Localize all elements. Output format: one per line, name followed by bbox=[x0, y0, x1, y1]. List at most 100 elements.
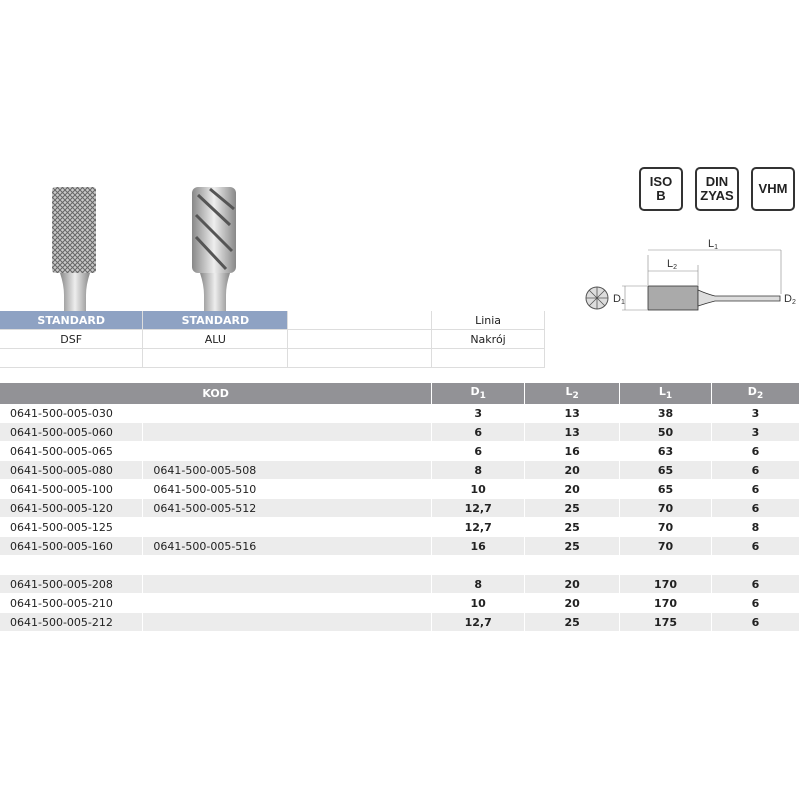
code-alu-cell bbox=[142, 593, 433, 613]
l1-cell: 63 bbox=[619, 441, 712, 461]
badge-text: VHM bbox=[758, 181, 788, 196]
header-d2: D2 bbox=[711, 383, 800, 404]
d2-cell: 6 bbox=[711, 479, 800, 499]
code-alu-cell bbox=[142, 517, 433, 537]
l1-cell: 38 bbox=[619, 404, 712, 423]
d2-cell: 6 bbox=[711, 612, 800, 632]
code-alu-cell bbox=[142, 404, 433, 423]
table-row: 0641-500-005-212 12,7 25 175 6 bbox=[0, 612, 800, 632]
empty-cell bbox=[287, 329, 433, 349]
l2-cell: 20 bbox=[524, 460, 621, 480]
l2-cell: 16 bbox=[524, 441, 621, 461]
code-dsf-cell: 0641-500-005-125 bbox=[0, 517, 144, 537]
l2-cell: 13 bbox=[524, 422, 621, 442]
table-row: 0641-500-005-120 0641-500-005-512 12,7 25 70… bbox=[0, 498, 800, 518]
header-l2: L2 bbox=[524, 383, 621, 404]
standard-label: STANDARD bbox=[142, 311, 289, 330]
l1-cell bbox=[619, 555, 712, 575]
l2-cell: 25 bbox=[524, 536, 621, 556]
empty-cell bbox=[287, 311, 433, 330]
d1-cell: 12,7 bbox=[431, 517, 526, 537]
d1-cell: 8 bbox=[431, 460, 526, 480]
code-alu-cell bbox=[142, 612, 433, 632]
code-dsf-cell: 0641-500-005-065 bbox=[0, 441, 144, 461]
l1-cell: 70 bbox=[619, 536, 712, 556]
vhm-badge: VHM bbox=[751, 167, 795, 211]
l2-cell bbox=[524, 555, 621, 575]
badge-text: ZYAS bbox=[700, 188, 734, 203]
l1-cell: 65 bbox=[619, 460, 712, 480]
table-row: 0641-500-005-065 6 16 63 6 bbox=[0, 441, 800, 461]
code-dsf-cell: 0641-500-005-100 bbox=[0, 479, 144, 499]
dimension-diagram: D1 L1 L2 D2 bbox=[585, 238, 796, 311]
table-row bbox=[0, 555, 800, 575]
l1-cell: 175 bbox=[619, 612, 712, 632]
header-kod: KOD bbox=[0, 383, 433, 404]
badge-text: ISO bbox=[649, 174, 673, 189]
d2-cell: 6 bbox=[711, 498, 800, 518]
d1-cell: 10 bbox=[431, 479, 526, 499]
code-dsf-cell: 0641-500-005-030 bbox=[0, 404, 144, 423]
code-alu-cell bbox=[142, 441, 433, 461]
d1-cell: 10 bbox=[431, 593, 526, 613]
variant-table: STANDARD STANDARD Linia DSF ALU Nakrój bbox=[0, 311, 545, 368]
code-dsf-cell: 0641-500-005-212 bbox=[0, 612, 144, 632]
linia-label: Linia bbox=[431, 311, 545, 330]
d2-cell: 3 bbox=[711, 422, 800, 442]
l2-cell: 25 bbox=[524, 517, 621, 537]
d1-cell: 6 bbox=[431, 441, 526, 461]
l2-cell: 20 bbox=[524, 479, 621, 499]
d2-cell: 6 bbox=[711, 574, 800, 594]
code-dsf-cell: 0641-500-005-160 bbox=[0, 536, 144, 556]
table-row: 0641-500-005-060 6 13 50 3 bbox=[0, 422, 800, 442]
l2-cell: 25 bbox=[524, 498, 621, 518]
code-alu-cell bbox=[142, 574, 433, 594]
code-alu-cell bbox=[142, 422, 433, 442]
d2-cell: 3 bbox=[711, 404, 800, 423]
code-alu-cell: 0641-500-005-510 bbox=[142, 479, 433, 499]
d2-cell: 6 bbox=[711, 536, 800, 556]
l1-cell: 170 bbox=[619, 574, 712, 594]
d2-cell: 8 bbox=[711, 517, 800, 537]
l1-cell: 170 bbox=[619, 593, 712, 613]
table-row: 0641-500-005-030 3 13 38 3 bbox=[0, 404, 800, 423]
l1-cell: 70 bbox=[619, 498, 712, 518]
table-row: 0641-500-005-080 0641-500-005-508 8 20 65 6 bbox=[0, 460, 800, 480]
standard-label: STANDARD bbox=[0, 311, 144, 330]
l2-label: L2 bbox=[667, 258, 677, 271]
l1-cell: 70 bbox=[619, 517, 712, 537]
l2-cell: 20 bbox=[524, 593, 621, 613]
d1-cell bbox=[431, 555, 526, 575]
d1-cell: 3 bbox=[431, 404, 526, 423]
d1-cell: 16 bbox=[431, 536, 526, 556]
l1-cell: 50 bbox=[619, 422, 712, 442]
code-dsf-cell: 0641-500-005-060 bbox=[0, 422, 144, 442]
table-row: 0641-500-005-125 12,7 25 70 8 bbox=[0, 517, 800, 537]
din-badge: DIN ZYAS bbox=[695, 167, 739, 211]
code-alu-cell: 0641-500-005-512 bbox=[142, 498, 433, 518]
d2-cell bbox=[711, 555, 800, 575]
l2-cell: 13 bbox=[524, 404, 621, 423]
nakroj-label: Nakrój bbox=[431, 329, 545, 349]
code-dsf-cell: 0641-500-005-080 bbox=[0, 460, 144, 480]
empty-cell bbox=[431, 348, 545, 368]
code-dsf-cell: 0641-500-005-210 bbox=[0, 593, 144, 613]
iso-badge: ISO B bbox=[639, 167, 683, 211]
table-row: 0641-500-005-160 0641-500-005-516 16 25 70 6 bbox=[0, 536, 800, 556]
alu-burr-image bbox=[192, 187, 236, 311]
dsf-burr-image bbox=[52, 187, 96, 311]
l2-cell: 20 bbox=[524, 574, 621, 594]
table-row: 0641-500-005-210 10 20 170 6 bbox=[0, 593, 800, 613]
d2-label: D2 bbox=[784, 293, 796, 306]
l1-label: L1 bbox=[708, 238, 718, 251]
header-d1: D1 bbox=[431, 383, 526, 404]
code-alu-cell bbox=[142, 555, 433, 575]
product-table: KOD D1 L2 L1 D2 0641-500-005-030 3 13 38 3 06… bbox=[0, 383, 800, 632]
d1-cell: 6 bbox=[431, 422, 526, 442]
empty-cell bbox=[287, 348, 433, 368]
d1-cell: 12,7 bbox=[431, 612, 526, 632]
d1-cell: 12,7 bbox=[431, 498, 526, 518]
d1-cell: 8 bbox=[431, 574, 526, 594]
empty-cell bbox=[0, 348, 144, 368]
code-alu-cell: 0641-500-005-516 bbox=[142, 536, 433, 556]
